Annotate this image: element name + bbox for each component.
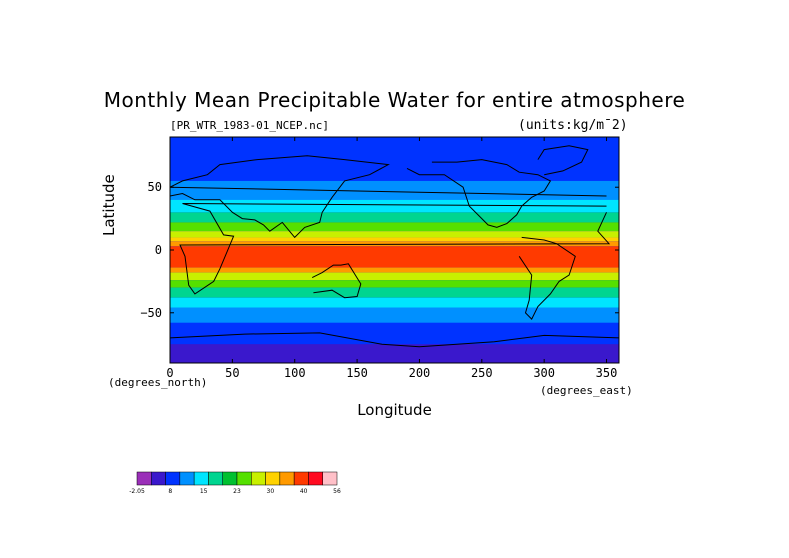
coastline (170, 332, 619, 348)
colorbar-swatch (279, 471, 295, 486)
precip-band (170, 237, 619, 242)
x-tick-label: 300 (533, 366, 555, 380)
colorbar-swatch (222, 471, 238, 486)
precip-band (170, 180, 619, 200)
colorbar: -2.05 8 15 23 30 40 56 (129, 471, 341, 495)
colorbar-label: 56 (333, 488, 341, 495)
x-unit-right: (degrees_east) (540, 384, 633, 397)
chart-title: Monthly Mean Precipitable Water for enti… (103, 88, 686, 112)
precip-band (170, 297, 619, 308)
x-tick-label: 50 (225, 366, 239, 380)
precip-band (170, 287, 619, 298)
polar-band (170, 355, 619, 363)
coastline (406, 159, 552, 228)
precip-band (170, 246, 619, 268)
x-tick-label: 100 (284, 366, 306, 380)
colorbar-swatch (193, 471, 209, 486)
colorbar-swatch (308, 471, 323, 486)
colorbar-swatch (151, 471, 166, 486)
colorbar-label: 30 (267, 488, 275, 495)
x-axis-ticks: 0 50 100 150 200 250 300 350 (166, 137, 617, 380)
coastline (311, 263, 362, 299)
precip-band (170, 231, 619, 238)
precip-band (170, 222, 619, 232)
precip-band (170, 267, 619, 273)
x-tick-label: 0 (166, 366, 173, 380)
colorbar-swatch (179, 471, 195, 486)
precip-band (170, 272, 619, 281)
colorbar-label: -2.05 (129, 488, 145, 495)
coastline (537, 145, 589, 176)
x-tick-label: 150 (346, 366, 368, 380)
y-tick-label: −50 (140, 306, 162, 320)
x-tick-label: 350 (596, 366, 618, 380)
precip-band (170, 137, 619, 181)
y-axis-label: Latitude (100, 174, 118, 236)
colorbar-swatch (208, 471, 223, 486)
colorbar-swatch (293, 471, 309, 486)
colorbar-swatch (251, 471, 266, 486)
coastline (518, 236, 576, 320)
y-tick-label: 0 (155, 243, 162, 257)
x-tick-label: 200 (409, 366, 431, 380)
precip-band (170, 199, 619, 213)
colorbar-label: 40 (300, 488, 308, 495)
file-label: [PR_WTR_1983-01_NCEP.nc] (170, 119, 329, 132)
precip-band (170, 212, 619, 223)
precip-band (170, 322, 619, 345)
precip-band (170, 241, 619, 247)
precip-bands (170, 137, 619, 363)
x-axis-label: Longitude (357, 401, 432, 419)
coastline (170, 155, 607, 239)
colorbar-swatch (265, 471, 281, 486)
colorbar-label: 15 (200, 488, 208, 495)
colorbar-label: 8 (168, 488, 172, 495)
colorbar-label: 23 (233, 488, 241, 495)
units-label: (units:kg/m¯2) (518, 118, 628, 133)
colorbar-swatch (136, 471, 152, 486)
colorbar-swatch (322, 471, 338, 486)
y-tick-label: 50 (148, 180, 162, 194)
colorbar-swatch (165, 471, 181, 486)
colorbar-swatch (236, 471, 252, 486)
x-unit-left: (degrees_north) (108, 376, 208, 389)
coastline (179, 203, 611, 295)
y-axis-ticks: 50 0 −50 (140, 180, 619, 320)
x-tick-label: 250 (471, 366, 493, 380)
precip-band (170, 307, 619, 323)
coastlines (170, 145, 619, 348)
precip-band (170, 280, 619, 288)
